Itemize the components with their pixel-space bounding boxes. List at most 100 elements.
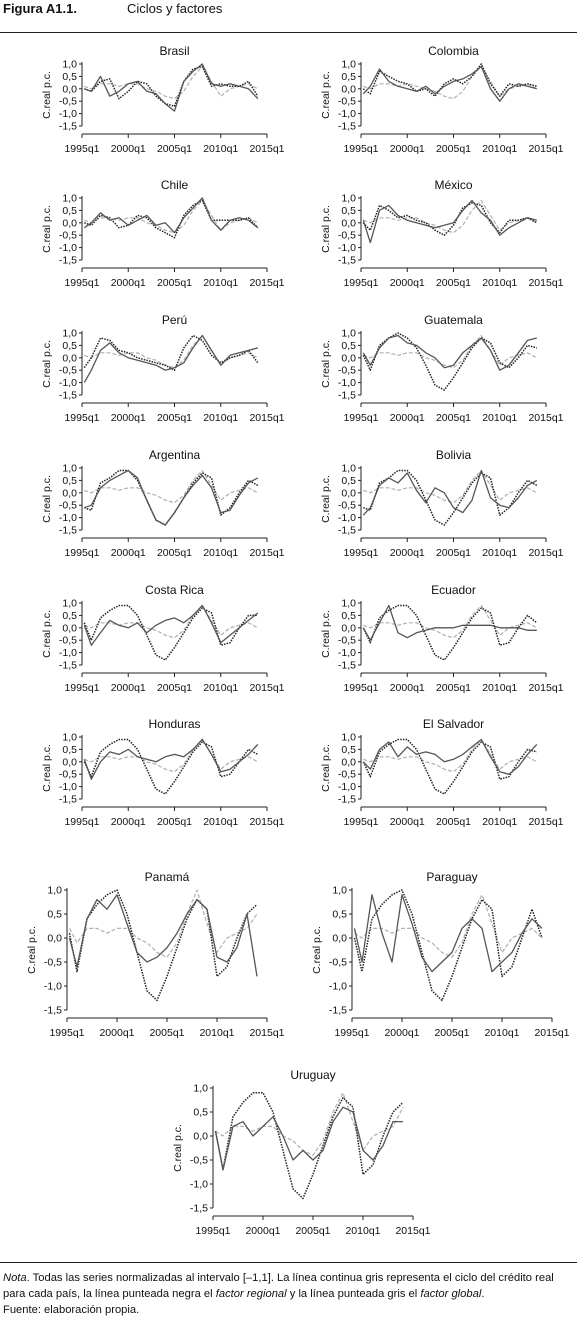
series-line-credit [68, 894, 258, 977]
figure-label: Figura A1.1. [3, 1, 77, 16]
y-tick-label: 1,0 [62, 598, 77, 610]
series-line-credit [362, 738, 538, 775]
series-line-global [84, 334, 259, 369]
chart-title: Perú [161, 313, 188, 327]
y-tick-label: 0,5 [62, 340, 77, 352]
series-line-credit [362, 469, 538, 516]
series-line-global [363, 738, 538, 773]
x-tick-label: 2000q1 [390, 816, 425, 828]
x-tick-label: 2015q1 [249, 682, 284, 694]
x-tick-label: 2000q1 [390, 682, 425, 694]
series-line-regional [362, 202, 538, 236]
chart-panel-panama: Panamá 1,0 0,5 0,0 -0,5 -1,0 -1,5 C.real p.c. 19… [5, 868, 285, 1043]
x-tick-label: 2010q1 [203, 816, 238, 828]
x-tick-label: 2005q1 [436, 816, 471, 828]
y-tick-label: -1,0 [338, 108, 356, 120]
x-tick-label: 1995q1 [343, 412, 378, 424]
chart-title: México [434, 178, 473, 192]
note-text-3: . [481, 1288, 485, 1300]
y-tick-label: -1,0 [44, 981, 62, 993]
y-tick-label: -1,0 [338, 377, 356, 389]
x-tick-label: 2005q1 [436, 143, 471, 155]
series-line-global [363, 604, 538, 639]
chart-panel-paraguay: Paraguay 1,0 0,5 0,0 -0,5 -1,0 -1,5 C.real p.c.… [290, 868, 570, 1043]
x-tick-label: 1995q1 [334, 1027, 369, 1039]
x-tick-label: 2010q1 [482, 412, 517, 424]
y-tick-label: 0,0 [193, 1131, 208, 1143]
y-tick-label: 1,0 [62, 59, 77, 71]
x-tick-label: 2000q1 [245, 1225, 280, 1237]
y-tick-label: 1,0 [62, 193, 77, 205]
y-tick-label: 1,0 [62, 328, 77, 340]
y-tick-label: 0,5 [341, 205, 356, 217]
chart-title: Uruguay [290, 1068, 336, 1082]
x-tick-label: 2000q1 [390, 547, 425, 559]
series-line-regional [362, 604, 538, 661]
chart-title: Ecuador [431, 583, 476, 597]
y-tick-label: 0,5 [341, 744, 356, 756]
chart-panel-ecuador: Ecuador 1,0 0,5 0,0 -0,5 -1,0 -1,5 C.real p.c. 1… [309, 581, 569, 701]
series-line-global [84, 469, 259, 504]
x-tick-label: 2000q1 [390, 143, 425, 155]
x-tick-label: 2015q1 [528, 143, 563, 155]
x-tick-label: 2005q1 [157, 412, 192, 424]
x-tick-label: 2010q1 [482, 547, 517, 559]
y-tick-label: -1,5 [59, 255, 77, 267]
series-line-credit [362, 65, 537, 102]
y-tick-label: -0,5 [329, 957, 347, 969]
x-tick-label: 2015q1 [395, 1225, 430, 1237]
y-tick-label: 0,0 [341, 487, 356, 499]
y-tick-label: -1,0 [329, 981, 347, 993]
chart-panel-brasil: Brasil 1,0 0,5 0,0 -0,5 -1,0 -1,5 C.real p.c. 19… [30, 42, 290, 162]
y-tick-label: 0,0 [62, 83, 77, 95]
x-tick-label: 2015q1 [249, 816, 284, 828]
series-line-regional [362, 332, 537, 391]
x-tick-label: 1995q1 [343, 547, 378, 559]
y-axis-label: C.real p.c. [320, 610, 332, 658]
x-tick-label: 1995q1 [343, 682, 378, 694]
y-tick-label: 1,0 [341, 193, 356, 205]
chart-svg: 1,00,50,0-0,5-1,0-1,5C.real p.c.1995q1 20… [311, 885, 570, 1040]
y-tick-label: -0,5 [338, 365, 356, 377]
series-line-regional [363, 469, 538, 526]
x-tick-label: 2010q1 [484, 1027, 519, 1039]
series-line-credit [353, 894, 543, 973]
note-text-1: . Todas las series normalizadas al inter… [3, 1272, 554, 1300]
chart-title: Costa Rica [145, 583, 204, 597]
x-tick-label: 2005q1 [295, 1225, 330, 1237]
y-tick-label: -1,5 [338, 794, 356, 806]
series-line-credit [214, 1106, 403, 1171]
series-line-credit [84, 469, 259, 526]
x-tick-label: 2000q1 [99, 1027, 134, 1039]
chart-svg: 1,00,50,0-0,5-1,0-1,5C.real p.c.1995q1 20… [26, 885, 285, 1040]
chart-svg: 1,00,50,0-0,5-1,0-1,5C.real p.c.1995q1 20… [320, 328, 564, 425]
x-tick-label: 2005q1 [436, 277, 471, 289]
y-axis-label: C.real p.c. [41, 205, 53, 253]
note-source: Fuente: elaboración propia. [3, 1304, 140, 1316]
chart-panel-guatemala: Guatemala 1,0 0,5 0,0 -0,5 -1,0 -1,5 C.real p.c… [309, 311, 569, 431]
chart-panel-bolivia: Bolivia 1,0 0,5 0,0 -0,5 -1,0 -1,5 C.real p.c. 1… [309, 446, 569, 566]
y-tick-label: 0,0 [341, 352, 356, 364]
y-axis-label: C.real p.c. [311, 926, 323, 974]
chart-title: Argentina [148, 448, 201, 462]
x-tick-label: 1995q1 [343, 816, 378, 828]
chart-panel-costa-rica: Costa Rica 1,0 0,5 0,0 -0,5 -1,0 -1,5 C.real p.… [30, 581, 290, 701]
y-tick-label: -1,0 [338, 781, 356, 793]
y-tick-label: 1,0 [341, 328, 356, 340]
y-tick-label: -1,0 [59, 512, 77, 524]
chart-title: Honduras [148, 717, 201, 731]
y-tick-label: -1,5 [338, 525, 356, 537]
top-rule [0, 32, 577, 33]
y-tick-label: -1,5 [329, 1005, 347, 1017]
note-lead: Nota [3, 1272, 27, 1284]
y-tick-label: -1,0 [59, 377, 77, 389]
series-line-global [363, 469, 538, 504]
y-tick-label: -0,5 [338, 500, 356, 512]
x-tick-label: 1995q1 [343, 143, 378, 155]
y-tick-label: -1,5 [59, 794, 77, 806]
y-tick-label: 0,0 [341, 217, 356, 229]
series-line-global [215, 1092, 404, 1156]
series-line-credit [83, 334, 258, 383]
y-tick-label: 0,5 [47, 909, 62, 921]
y-tick-label: 0,0 [341, 756, 356, 768]
